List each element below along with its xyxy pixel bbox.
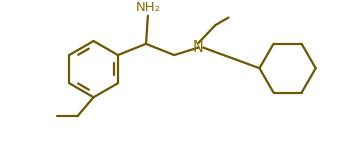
Text: N: N bbox=[193, 40, 204, 55]
Text: NH₂: NH₂ bbox=[136, 1, 160, 14]
